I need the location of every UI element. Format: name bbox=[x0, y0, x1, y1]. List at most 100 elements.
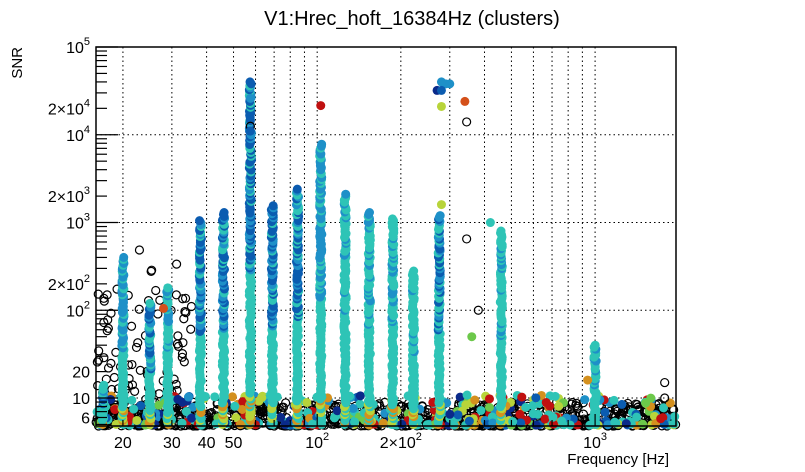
filled-point bbox=[517, 392, 527, 402]
open-point bbox=[473, 305, 483, 315]
filled-point bbox=[488, 418, 498, 428]
filled-point bbox=[355, 391, 365, 401]
filled-point bbox=[609, 395, 619, 405]
filled-point bbox=[453, 410, 463, 420]
x-tick-labels: 20 30 40 50 102 2×102 103 bbox=[114, 431, 607, 452]
filled-point bbox=[516, 418, 526, 428]
filled-point bbox=[219, 208, 229, 218]
open-point bbox=[186, 301, 197, 312]
filled-point bbox=[484, 402, 494, 412]
filled-point bbox=[669, 419, 679, 429]
filled-point bbox=[590, 340, 600, 350]
x-tick-label: 30 bbox=[163, 435, 181, 452]
grid-lines bbox=[96, 47, 676, 426]
filled-point bbox=[656, 414, 666, 424]
filled-point bbox=[159, 303, 169, 313]
y-tick-label: 10 bbox=[72, 391, 90, 408]
y-tick-label: 2×104 bbox=[48, 97, 90, 118]
filled-point bbox=[106, 394, 116, 404]
filled-point bbox=[181, 407, 191, 417]
filled-point bbox=[528, 400, 538, 410]
filled-point bbox=[617, 399, 627, 409]
filled-point bbox=[533, 409, 543, 419]
x-tick-label: 2×102 bbox=[380, 431, 422, 452]
filled-point bbox=[435, 211, 445, 221]
open-point bbox=[177, 349, 188, 359]
open-point bbox=[179, 314, 189, 324]
filled-point bbox=[641, 398, 651, 408]
data-points bbox=[91, 77, 681, 431]
filled-point bbox=[485, 218, 495, 228]
filled-point bbox=[632, 412, 642, 422]
filled-point bbox=[554, 401, 564, 411]
filled-point bbox=[508, 417, 518, 427]
open-point bbox=[134, 304, 144, 314]
filled-point bbox=[659, 403, 669, 413]
filled-point bbox=[422, 420, 432, 430]
filled-point bbox=[540, 414, 550, 424]
filled-point bbox=[99, 380, 109, 390]
filled-point bbox=[235, 420, 245, 430]
filled-point bbox=[316, 101, 326, 111]
filled-point bbox=[436, 85, 446, 95]
x-tick-label: 50 bbox=[225, 435, 243, 452]
filled-point bbox=[350, 417, 360, 427]
y-tick-labels: 6 10 20 102 2×102 103 2×103 104 2×104 105 bbox=[48, 36, 90, 427]
filled-point bbox=[621, 419, 631, 429]
filled-point bbox=[231, 413, 241, 423]
filled-point bbox=[580, 395, 590, 405]
filled-point bbox=[127, 395, 137, 405]
filled-point bbox=[610, 417, 620, 427]
open-point bbox=[258, 402, 269, 412]
filled-point bbox=[195, 216, 205, 226]
filled-point bbox=[268, 201, 278, 211]
filled-point bbox=[129, 404, 139, 414]
filled-point bbox=[531, 393, 541, 403]
open-point bbox=[256, 407, 267, 417]
filled-point bbox=[292, 184, 302, 194]
open-point bbox=[103, 323, 113, 333]
filled-point bbox=[515, 409, 525, 419]
filled-point bbox=[436, 101, 446, 111]
filled-point bbox=[484, 394, 494, 404]
open-point bbox=[462, 234, 472, 244]
open-point bbox=[106, 358, 116, 369]
open-point bbox=[92, 357, 102, 367]
open-point bbox=[571, 398, 581, 408]
open-point bbox=[462, 117, 472, 127]
open-point bbox=[131, 342, 142, 353]
plot-frame bbox=[95, 46, 677, 427]
open-point bbox=[171, 290, 181, 300]
y-tick-label: 102 bbox=[66, 299, 90, 320]
filled-point bbox=[545, 401, 555, 411]
filled-point bbox=[227, 392, 237, 402]
x-axis-label: Frequency [Hz] bbox=[567, 451, 669, 468]
filled-point bbox=[387, 214, 397, 224]
open-point bbox=[126, 321, 137, 331]
filled-point bbox=[245, 126, 255, 136]
filled-point bbox=[565, 420, 575, 430]
filled-point bbox=[665, 398, 675, 408]
filled-point bbox=[355, 399, 365, 409]
filled-point bbox=[397, 419, 407, 429]
y-axis-label: SNR bbox=[9, 47, 26, 79]
open-point bbox=[133, 338, 143, 348]
open-point bbox=[103, 363, 114, 373]
open-point bbox=[178, 338, 188, 348]
filled-point bbox=[548, 412, 558, 422]
open-point bbox=[94, 346, 104, 356]
filled-point bbox=[302, 397, 312, 407]
open-point bbox=[579, 414, 589, 424]
open-point bbox=[102, 290, 112, 300]
filled-point bbox=[470, 395, 480, 405]
axis-ticks bbox=[96, 46, 596, 426]
filled-point bbox=[365, 208, 375, 218]
filled-point bbox=[245, 93, 255, 103]
filled-point bbox=[276, 412, 286, 422]
open-point bbox=[631, 399, 641, 409]
open-point bbox=[186, 324, 196, 334]
filled-point bbox=[245, 77, 255, 87]
filled-point bbox=[409, 266, 419, 276]
chart-title: V1:Hrec_hoft_16384Hz (clusters) bbox=[264, 8, 560, 30]
